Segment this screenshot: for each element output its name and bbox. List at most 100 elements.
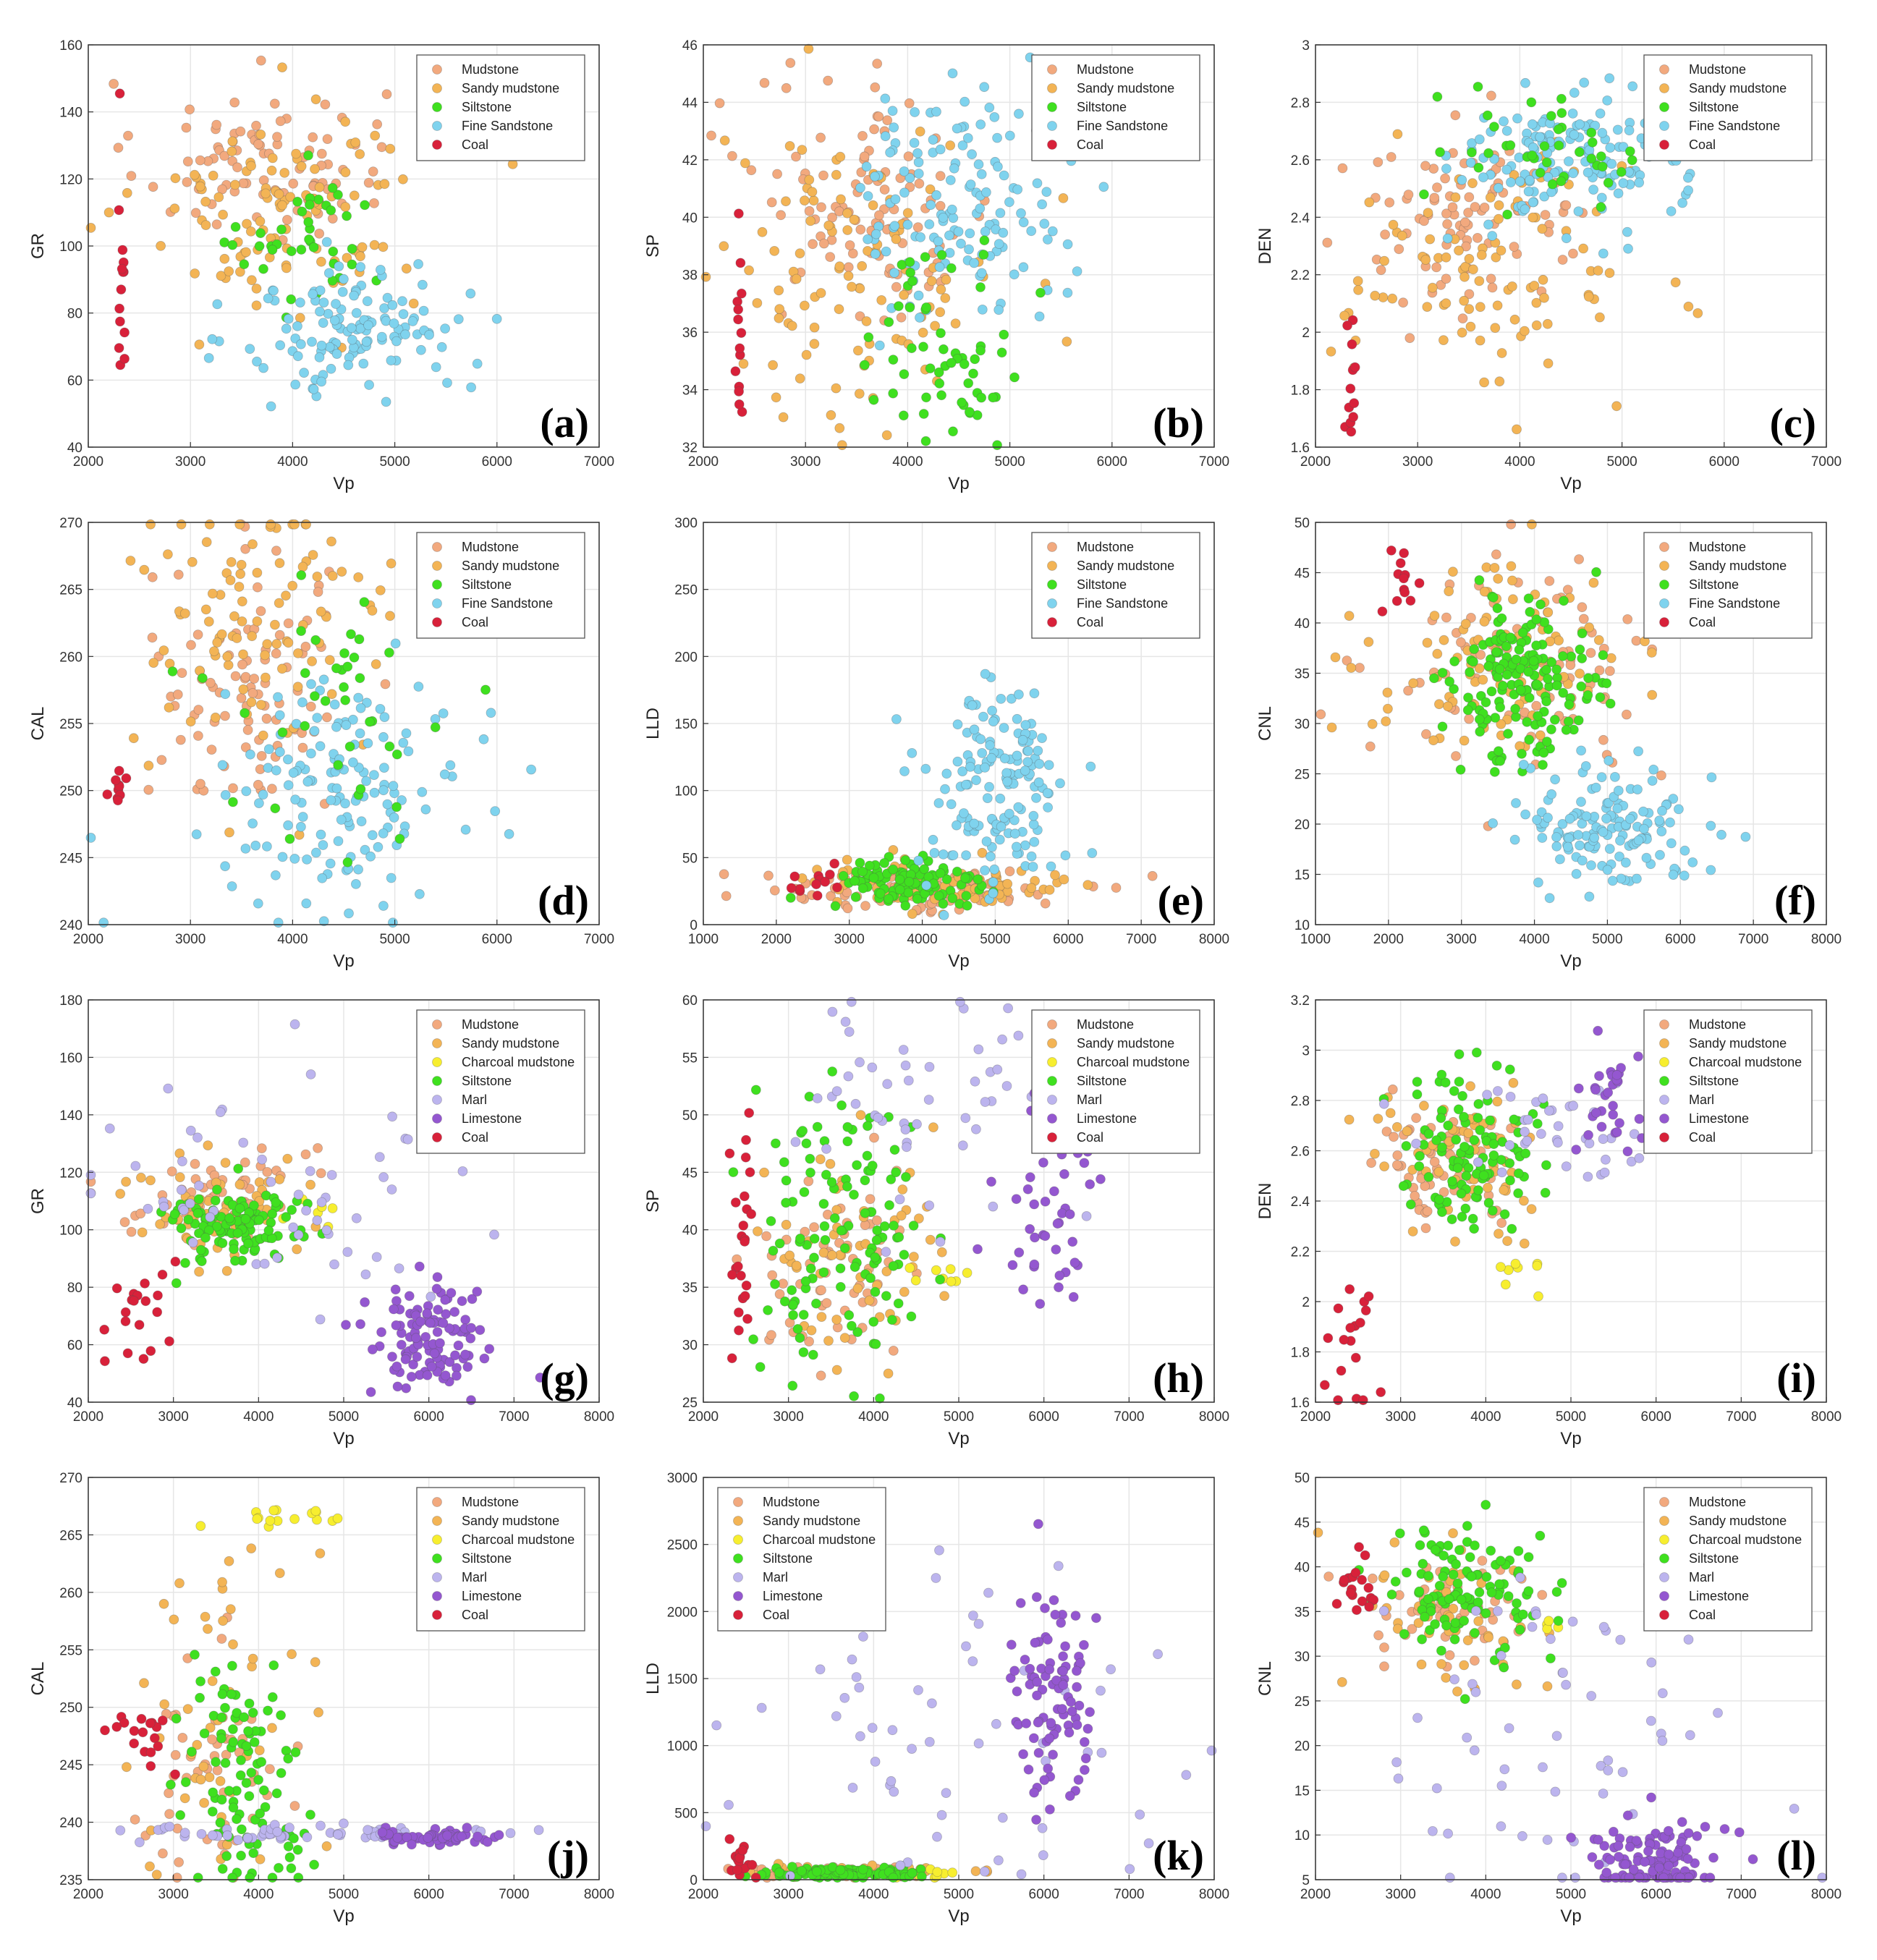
data-point-mudstone bbox=[873, 111, 884, 122]
data-point-siltstone bbox=[1549, 714, 1560, 725]
data-point-sandy-mudstone bbox=[809, 322, 820, 333]
data-point-marl bbox=[143, 1203, 153, 1214]
data-point-limestone bbox=[450, 1350, 460, 1361]
data-point-marl bbox=[1053, 1561, 1064, 1571]
data-point-siltstone bbox=[227, 797, 238, 807]
legend-marker bbox=[432, 121, 442, 131]
legend-marker bbox=[1047, 1057, 1057, 1067]
data-point-fine-sandstone bbox=[1573, 830, 1583, 840]
data-point-sandy-mudstone bbox=[242, 219, 252, 229]
data-point-sandy-mudstone bbox=[301, 519, 312, 530]
y-tick-label: 255 bbox=[59, 717, 82, 732]
data-point-fine-sandstone bbox=[993, 161, 1003, 172]
data-point-siltstone bbox=[925, 363, 936, 374]
data-point-fine-sandstone bbox=[386, 355, 397, 366]
y-tick-label: 34 bbox=[682, 383, 698, 399]
data-point-fine-sandstone bbox=[1612, 124, 1623, 135]
data-point-sandy-mudstone bbox=[1385, 1108, 1396, 1119]
data-point-marl bbox=[821, 1144, 831, 1154]
data-point-sandy-mudstone bbox=[200, 196, 211, 207]
data-point-fine-sandstone bbox=[995, 793, 1006, 804]
data-point-siltstone bbox=[888, 1261, 899, 1271]
panel-letter: (f) bbox=[1774, 877, 1816, 924]
data-point-mudstone bbox=[1604, 666, 1615, 676]
data-point-siltstone bbox=[286, 294, 297, 305]
data-point-fine-sandstone bbox=[283, 313, 294, 324]
data-point-sandy-mudstone bbox=[1326, 346, 1336, 357]
x-tick-label: 3000 bbox=[790, 454, 821, 470]
data-point-sandy-mudstone bbox=[310, 1657, 321, 1668]
data-point-mudstone bbox=[242, 725, 253, 735]
data-point-sandy-mudstone bbox=[800, 300, 810, 311]
data-point-coal bbox=[1339, 1334, 1350, 1345]
data-point-fine-sandstone bbox=[1586, 860, 1596, 870]
data-point-marl bbox=[289, 1019, 300, 1030]
data-point-limestone bbox=[1594, 1071, 1604, 1081]
data-point-sandy-mudstone bbox=[935, 307, 946, 318]
data-point-marl bbox=[1001, 1081, 1012, 1091]
data-point-marl bbox=[1634, 1153, 1645, 1163]
data-point-marl bbox=[955, 996, 965, 1007]
data-point-siltstone bbox=[365, 716, 375, 727]
data-point-siltstone bbox=[920, 252, 931, 263]
data-point-fine-sandstone bbox=[391, 336, 402, 347]
legend-entry: Sandy mudstone bbox=[1689, 1036, 1787, 1051]
data-point-sandy-mudstone bbox=[292, 682, 303, 692]
data-point-coal bbox=[1319, 1380, 1330, 1391]
legend-marker bbox=[432, 1572, 442, 1582]
data-point-mudstone bbox=[147, 572, 158, 582]
data-point-fine-sandstone bbox=[982, 793, 993, 803]
data-point-marl bbox=[1504, 1140, 1515, 1150]
data-point-fine-sandstone bbox=[952, 123, 962, 134]
data-point-marl bbox=[363, 1825, 373, 1836]
data-point-siltstone bbox=[1513, 1168, 1524, 1179]
data-point-sandy-mudstone bbox=[296, 161, 307, 171]
x-tick-label: 6000 bbox=[414, 1409, 444, 1425]
data-point-siltstone bbox=[234, 1203, 245, 1214]
data-point-coal bbox=[164, 1336, 174, 1346]
data-point-mudstone bbox=[759, 77, 770, 88]
data-point-sandy-mudstone bbox=[336, 567, 347, 577]
data-point-coal bbox=[117, 245, 128, 255]
legend-marker bbox=[1659, 1132, 1669, 1142]
data-point-siltstone bbox=[1538, 747, 1549, 758]
data-point-siltstone bbox=[267, 1209, 278, 1219]
legend-marker bbox=[432, 1497, 442, 1507]
data-point-siltstone bbox=[303, 216, 314, 227]
data-point-siltstone bbox=[857, 883, 868, 894]
data-point-sandy-mudstone bbox=[245, 226, 256, 237]
legend-marker bbox=[432, 1076, 442, 1086]
data-point-charcoal-mudstone bbox=[268, 1505, 279, 1516]
data-point-siltstone bbox=[805, 1153, 815, 1164]
data-point-fine-sandstone bbox=[302, 854, 313, 865]
x-tick-label: 1000 bbox=[688, 932, 719, 947]
data-point-sandy-mudstone bbox=[340, 202, 351, 212]
data-point-coal bbox=[1405, 595, 1416, 606]
data-point-mudstone bbox=[714, 98, 725, 109]
data-point-siltstone bbox=[1596, 202, 1606, 213]
data-point-siltstone bbox=[912, 894, 923, 904]
data-point-siltstone bbox=[229, 1244, 239, 1255]
y-tick-label: 40 bbox=[67, 1396, 82, 1411]
data-point-siltstone bbox=[1495, 702, 1506, 713]
data-point-fine-sandstone bbox=[889, 268, 899, 279]
data-point-mudstone bbox=[271, 546, 281, 556]
data-point-siltstone bbox=[904, 257, 915, 268]
data-point-coal bbox=[832, 882, 842, 893]
data-point-mudstone bbox=[170, 1749, 181, 1760]
data-point-sandy-mudstone bbox=[834, 304, 844, 315]
data-point-fine-sandstone bbox=[965, 228, 975, 239]
data-point-mudstone bbox=[381, 89, 392, 100]
data-point-siltstone bbox=[1525, 606, 1535, 617]
data-point-siltstone bbox=[1412, 1089, 1423, 1100]
data-point-siltstone bbox=[870, 1339, 881, 1349]
data-point-sandy-mudstone bbox=[1542, 318, 1553, 329]
y-tick-label: 2.8 bbox=[1291, 96, 1310, 111]
data-point-siltstone bbox=[254, 1215, 264, 1226]
data-point-sandy-mudstone bbox=[1423, 208, 1433, 219]
data-point-siltstone bbox=[905, 267, 916, 278]
data-point-fine-sandstone bbox=[289, 854, 300, 864]
data-point-fine-sandstone bbox=[465, 288, 476, 299]
data-point-siltstone bbox=[787, 1380, 798, 1391]
legend-marker bbox=[432, 140, 442, 150]
